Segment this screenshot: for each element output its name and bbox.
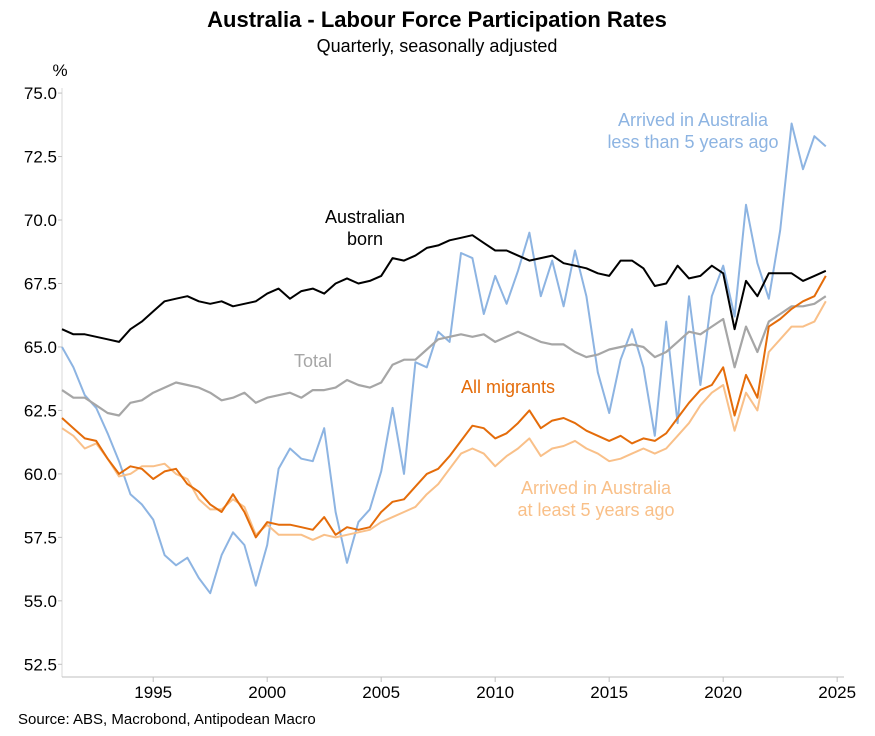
series-label: Australian <box>325 207 405 227</box>
series-line <box>61 234 827 343</box>
x-tick-label: 2025 <box>818 683 856 702</box>
series-label: Total <box>294 351 332 371</box>
y-tick-label: 70.0 <box>24 211 57 230</box>
y-tick-label: 67.5 <box>24 274 57 293</box>
series-line <box>61 295 827 417</box>
y-tick-label: 57.5 <box>24 528 57 547</box>
y-tick-label: 62.5 <box>24 401 57 420</box>
source-note: Source: ABS, Macrobond, Antipodean Macro <box>18 711 316 728</box>
series-line <box>61 300 827 541</box>
y-tick-label: 65.0 <box>24 338 57 357</box>
series-label: Arrived in Australia <box>521 478 672 498</box>
series-line <box>61 275 827 539</box>
chart-title: Australia - Labour Force Participation R… <box>207 7 667 32</box>
x-tick-label: 2005 <box>362 683 400 702</box>
series-line <box>61 122 827 595</box>
x-tick-label: 2015 <box>590 683 628 702</box>
y-tick-label: 55.0 <box>24 592 57 611</box>
y-unit: % <box>52 61 67 80</box>
series-label: Arrived in Australia <box>618 110 769 130</box>
y-tick-label: 75.0 <box>24 84 57 103</box>
y-tick-label: 52.5 <box>24 655 57 674</box>
y-tick-label: 72.5 <box>24 148 57 167</box>
x-tick-label: 2000 <box>248 683 286 702</box>
series-label: less than 5 years ago <box>607 132 778 152</box>
x-tick-label: 2020 <box>704 683 742 702</box>
series-label: born <box>347 229 383 249</box>
y-tick-label: 60.0 <box>24 465 57 484</box>
x-tick-label: 1995 <box>134 683 172 702</box>
x-tick-label: 2010 <box>476 683 514 702</box>
series-label: All migrants <box>461 377 555 397</box>
series-label: at least 5 years ago <box>517 500 674 520</box>
chart-subtitle: Quarterly, seasonally adjusted <box>317 36 558 56</box>
